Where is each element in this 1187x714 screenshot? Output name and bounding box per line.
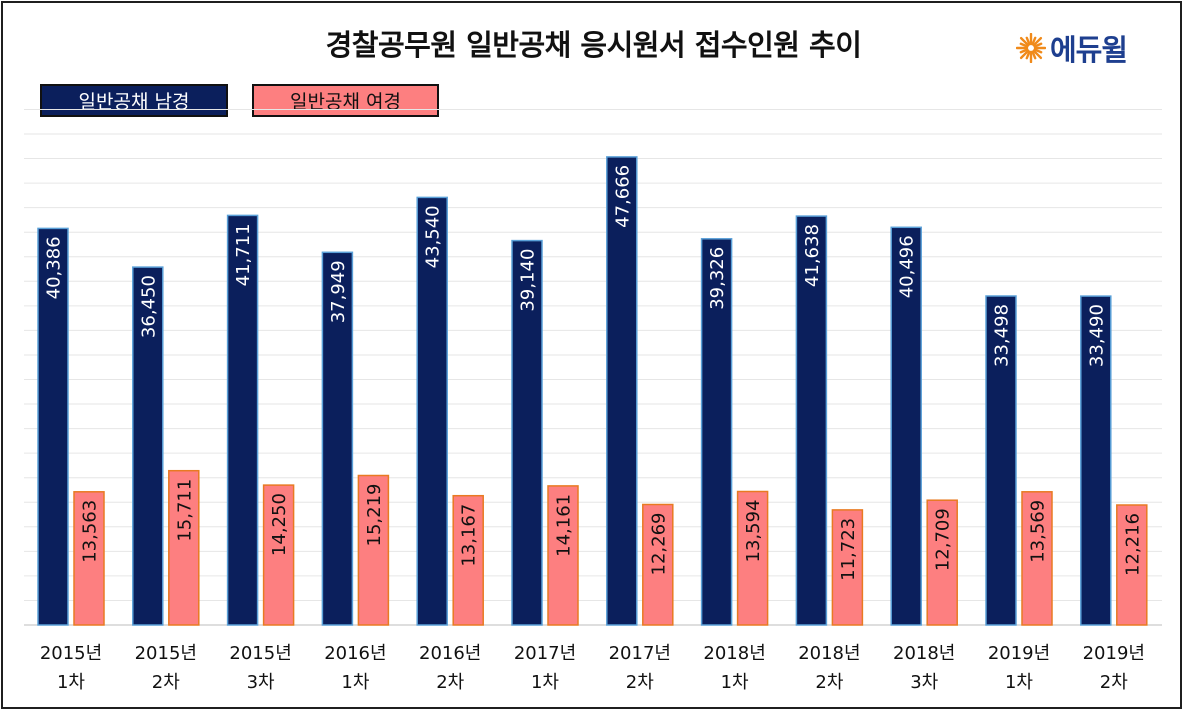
data-label-male: 37,949 — [328, 260, 349, 323]
x-tick-labels: 2015년 1차 2015년 2차 2015년 3차 2016년 1차 2016년 2차 2017년… — [40, 643, 1145, 693]
bar-female — [262, 484, 295, 626]
x-tick-label-round: 2차 — [152, 672, 180, 693]
data-labels: 40,386 13,563 36,450 15,711 41,711 14,250 37,9… — [44, 165, 1144, 581]
x-tick-label-year: 2019년 — [1083, 643, 1145, 664]
x-tick-label-year: 2017년 — [609, 643, 671, 664]
x-tick-label-year: 2017년 — [514, 643, 576, 664]
bar-male — [890, 226, 922, 626]
sun-ray — [1031, 36, 1037, 46]
data-label-male: 36,450 — [138, 275, 159, 338]
data-label-male: 33,490 — [1086, 304, 1107, 367]
x-tick-label-round: 1차 — [531, 672, 559, 693]
data-label-male: 41,711 — [233, 223, 254, 286]
data-label-male: 43,540 — [423, 205, 444, 268]
sun-ray — [1033, 42, 1043, 48]
data-label-female: 15,711 — [174, 479, 195, 542]
x-tick-label-round: 2차 — [436, 672, 464, 693]
sun-ray — [1019, 36, 1030, 47]
data-label-male: 39,326 — [707, 247, 728, 310]
legend-item-female: 일반공채 여경 — [252, 84, 439, 117]
x-tick-label-year: 2015년 — [40, 643, 102, 664]
x-tick-label-round: 3차 — [910, 672, 938, 693]
bar-female — [357, 474, 390, 626]
bar-female — [547, 485, 579, 626]
data-label-male: 40,386 — [44, 236, 65, 299]
bar-male — [226, 214, 259, 626]
x-tick-label-round: 2차 — [626, 672, 654, 693]
x-tick-label-round: 1차 — [721, 672, 749, 693]
logo: 에듀윌 — [1016, 28, 1128, 68]
sun-ray — [1025, 50, 1031, 60]
sun-ray — [1019, 48, 1029, 54]
data-label-female: 14,250 — [269, 493, 290, 556]
bar-female — [642, 503, 674, 626]
gridlines — [24, 108, 1162, 626]
bar-female — [1116, 504, 1148, 626]
data-label-female: 13,167 — [459, 504, 480, 567]
data-label-female: 11,723 — [838, 518, 859, 581]
x-tick-label-year: 2016년 — [324, 643, 386, 664]
bar-female — [73, 491, 105, 626]
data-label-female: 12,709 — [933, 508, 954, 571]
bar-male — [985, 295, 1017, 626]
bar-female — [452, 494, 484, 626]
bar-male — [416, 196, 448, 626]
x-tick-label-year: 2016년 — [419, 643, 481, 664]
data-label-male: 33,498 — [992, 304, 1013, 367]
data-label-male: 47,666 — [612, 165, 633, 228]
bar-female — [926, 499, 958, 626]
legend-label-male: 일반공채 남경 — [78, 91, 190, 113]
bar-female — [1021, 491, 1053, 626]
bar-female — [168, 469, 200, 626]
sun-ray — [1032, 49, 1043, 60]
x-tick-label-year: 2018년 — [893, 643, 955, 664]
data-label-female: 12,269 — [648, 513, 669, 576]
x-tick-label-year: 2015년 — [135, 643, 197, 664]
x-tick-label-round: 1차 — [341, 672, 369, 693]
x-tick-label-year: 2018년 — [798, 643, 860, 664]
sun-ray — [1033, 48, 1043, 54]
bar-male — [132, 266, 164, 626]
x-tick-label-year: 2019년 — [988, 643, 1050, 664]
sun-ray — [1032, 36, 1043, 47]
bar-male — [511, 239, 543, 626]
logo-text: 에듀윌 — [1050, 33, 1128, 67]
data-label-female: 13,569 — [1028, 500, 1049, 563]
sun-ray — [1025, 36, 1031, 46]
bar-male — [700, 238, 733, 626]
sun-burst-icon — [1016, 33, 1046, 63]
chart-title: 경찰공무원 일반공채 응시원서 접수인원 추이 — [325, 28, 862, 62]
data-label-female: 12,216 — [1122, 513, 1143, 576]
x-tick-label-round: 1차 — [57, 672, 85, 693]
bar-male — [606, 156, 638, 626]
bar-male — [37, 227, 69, 626]
data-label-male: 39,140 — [518, 249, 539, 312]
x-tick-label-year: 2018년 — [703, 643, 765, 664]
x-tick-label-round: 3차 — [247, 672, 275, 693]
x-tick-label-year: 2015년 — [229, 643, 291, 664]
bar-female — [831, 509, 864, 626]
legend-item-male: 일반공채 남경 — [40, 84, 228, 117]
sun-ray — [1019, 49, 1030, 60]
data-label-male: 41,638 — [802, 224, 823, 287]
legend-label-female: 일반공채 여경 — [290, 91, 401, 113]
bar-male — [795, 215, 828, 626]
sun-ray — [1031, 50, 1037, 60]
bar-female — [736, 490, 769, 626]
data-label-female: 15,219 — [364, 484, 385, 547]
data-label-male: 40,496 — [897, 235, 918, 298]
data-label-female: 13,563 — [80, 500, 101, 563]
bar-male — [1080, 295, 1112, 626]
x-tick-label-round: 1차 — [1005, 672, 1033, 693]
data-label-female: 13,594 — [743, 500, 764, 563]
bars — [37, 156, 1148, 626]
bar-male — [321, 251, 354, 626]
x-tick-label-round: 2차 — [815, 672, 843, 693]
data-label-female: 14,161 — [554, 494, 575, 557]
x-tick-label-round: 2차 — [1100, 672, 1128, 693]
sun-ray — [1019, 42, 1029, 48]
